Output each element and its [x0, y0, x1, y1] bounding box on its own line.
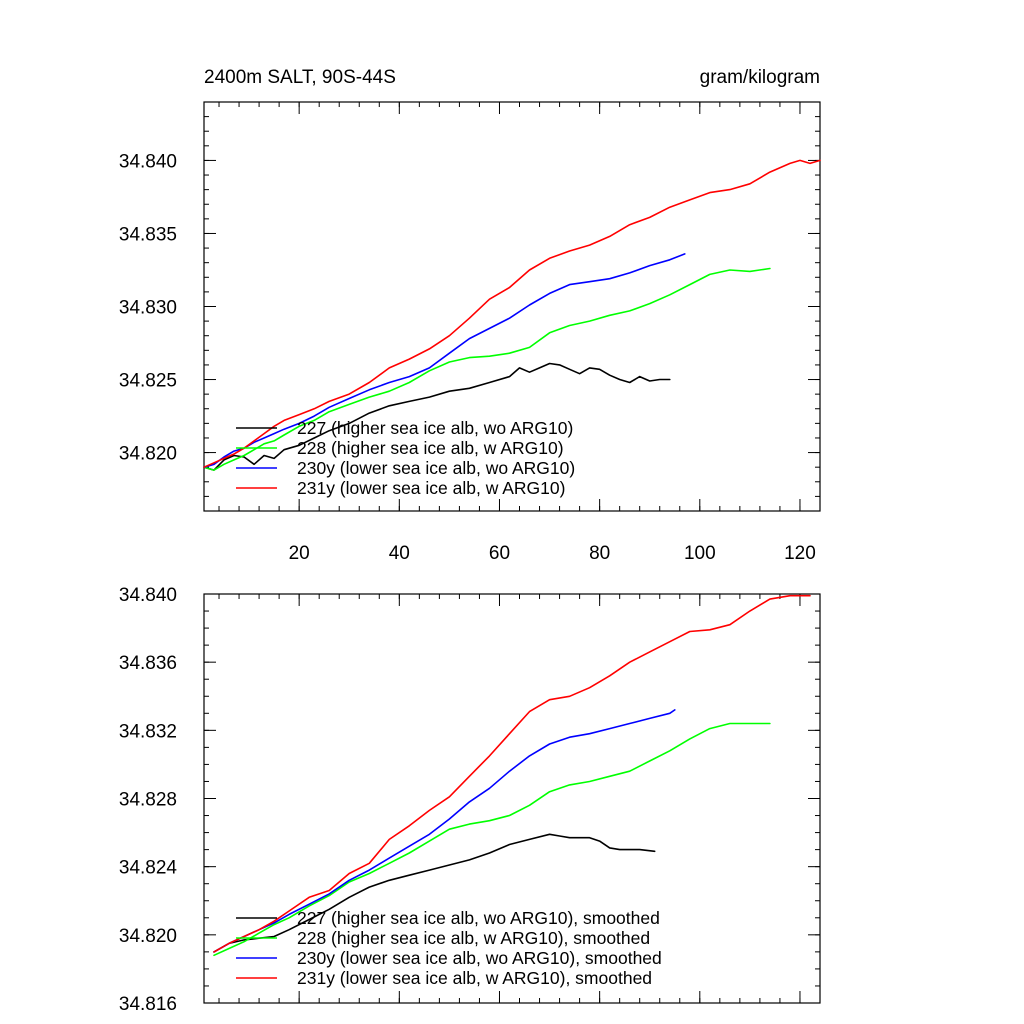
y-tick-label: 34.832 [119, 721, 177, 742]
legend-label-3: 230y (lower sea ice alb, wo ARG10) [297, 458, 575, 478]
y-tick-label: 34.836 [119, 653, 177, 674]
y-tick-label: 34.830 [119, 298, 177, 319]
series-line-1 [213, 833, 656, 953]
x-tick-label: 60 [489, 543, 510, 564]
legend-label-4: 231y (lower sea ice alb, w ARG10), smoot… [297, 968, 652, 988]
series-line-4 [213, 594, 811, 953]
x-tick-label: 120 [784, 543, 816, 564]
top-panel-units: gram/kilogram [700, 67, 820, 88]
legend-label-1: 227 (higher sea ice alb, wo ARG10) [297, 418, 573, 438]
top-panel-title: 2400m SALT, 90S-44S [204, 67, 396, 88]
legend-label-2: 228 (higher sea ice alb, w ARG10), smoot… [297, 928, 650, 948]
legend-label-1: 227 (higher sea ice alb, wo ARG10), smoo… [297, 908, 660, 928]
y-tick-label: 34.835 [119, 224, 177, 245]
y-tick-label: 34.820 [119, 926, 177, 947]
y-tick-label: 34.824 [119, 858, 178, 879]
y-tick-label: 34.828 [119, 790, 177, 811]
series-line-4 [203, 159, 821, 469]
x-tick-label: 100 [684, 543, 716, 564]
legend-label-4: 231y (lower sea ice alb, w ARG10) [297, 478, 565, 498]
y-tick-label: 34.840 [119, 585, 177, 606]
series-line-1 [203, 362, 671, 471]
series-line-2 [203, 267, 771, 471]
legend-label-3: 230y (lower sea ice alb, wo ARG10), smoo… [297, 948, 662, 968]
legend-label-2: 228 (higher sea ice alb, w ARG10) [297, 438, 564, 458]
x-tick-label: 80 [589, 543, 610, 564]
y-tick-label: 34.816 [119, 994, 177, 1015]
series-line-3 [203, 253, 686, 469]
x-tick-label: 40 [389, 543, 410, 564]
y-tick-label: 34.840 [119, 151, 177, 172]
top-panel: 2400m SALT, 90S-44S gram/kilogram 20 40 60… [119, 67, 821, 564]
series-line-3 [213, 709, 676, 953]
series-line-2 [213, 722, 771, 957]
bottom-panel: 34.816 34.820 34.824 34.828 34.832 34.836 34.8… [119, 585, 821, 1015]
y-tick-label: 34.825 [119, 371, 177, 392]
y-tick-label: 34.820 [119, 444, 177, 465]
x-tick-label: 20 [289, 543, 310, 564]
